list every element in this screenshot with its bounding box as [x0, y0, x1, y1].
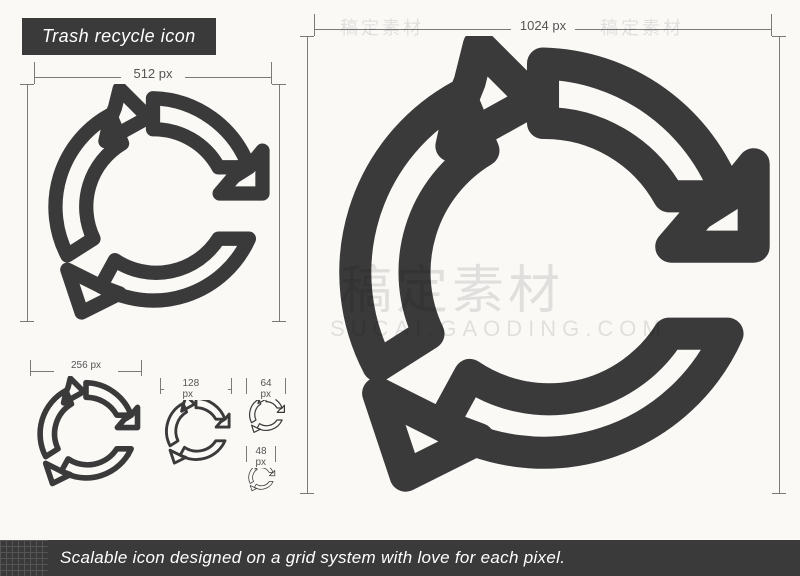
- title-badge: Trash recycle icon: [22, 18, 216, 55]
- dimension-label: 1024 px: [516, 18, 570, 33]
- trash-recycle-icon: [34, 84, 272, 322]
- icon-instance-64: 64 px: [246, 394, 286, 434]
- dimension-rule-left: [300, 36, 314, 494]
- dimension-label: 64 px: [256, 378, 275, 400]
- canvas: Trash recycle icon 1024 px 512 px 256 px: [0, 0, 800, 576]
- dimension-label: 512 px: [129, 66, 176, 81]
- dimension-label: 128 px: [179, 378, 214, 400]
- icon-instance-128: 128 px: [160, 394, 232, 466]
- dimension-rule-left: [20, 84, 34, 322]
- footer-text: Scalable icon designed on a grid system …: [60, 548, 565, 568]
- icon-instance-256: 256 px: [30, 376, 142, 488]
- dimension-label: 48 px: [251, 446, 270, 468]
- dimension-rule-right: [272, 84, 286, 322]
- dimension-rule-right: [772, 36, 786, 494]
- icon-instance-1024: 1024 px: [314, 36, 772, 494]
- dimension-rule-top: 128 px: [160, 378, 232, 394]
- trash-recycle-icon: [246, 394, 286, 434]
- trash-recycle-icon: [314, 36, 772, 494]
- footer-grid-icon: [0, 540, 48, 576]
- dimension-rule-top: 256 px: [30, 360, 142, 376]
- dimension-rule-top: 48 px: [246, 446, 276, 462]
- dimension-rule-top: 1024 px: [314, 14, 772, 36]
- footer-bar: Scalable icon designed on a grid system …: [0, 540, 800, 576]
- trash-recycle-icon: [160, 394, 232, 466]
- trash-recycle-icon: [30, 376, 142, 488]
- title-text: Trash recycle icon: [42, 26, 196, 46]
- icon-instance-48: 48 px: [246, 462, 276, 492]
- dimension-rule-top: 64 px: [246, 378, 286, 394]
- dimension-label: 256 px: [67, 360, 105, 371]
- dimension-rule-top: 512 px: [34, 62, 272, 84]
- icon-instance-512: 512 px: [34, 84, 272, 322]
